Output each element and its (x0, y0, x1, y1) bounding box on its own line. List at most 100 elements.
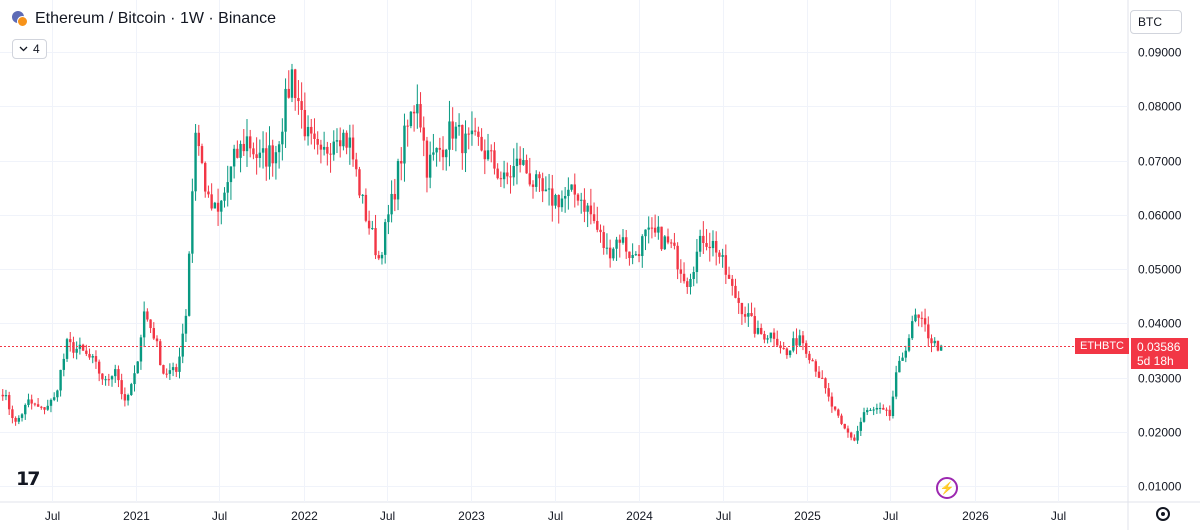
candle (891, 390, 895, 419)
candle (245, 119, 249, 167)
candle (310, 118, 313, 145)
candle (355, 152, 358, 177)
candle (155, 335, 159, 347)
y-tick-label: 0.07000 (1138, 155, 1182, 169)
candle (75, 341, 78, 360)
candle (457, 113, 461, 136)
candle (72, 336, 75, 359)
candle (40, 405, 43, 410)
candle (383, 218, 387, 264)
candle (396, 158, 400, 211)
indicator-count: 4 (33, 42, 40, 56)
candle (711, 230, 715, 257)
lightning-icon[interactable]: ⚡ (936, 477, 958, 499)
candle (33, 402, 37, 407)
candle (750, 302, 753, 317)
candle (345, 130, 348, 155)
y-tick-label: 0.05000 (1138, 263, 1182, 277)
last-price-tag: 0.03586 5d 18h (1131, 338, 1188, 369)
chart-title: Ethereum / Bitcoin · 1W · Binance (35, 10, 276, 27)
chart-header: Ethereum / Bitcoin · 1W · Binance (12, 10, 276, 28)
candle (702, 221, 705, 254)
candle (216, 188, 220, 226)
candle (753, 307, 756, 338)
candle (81, 343, 85, 352)
candle (300, 82, 303, 129)
y-tick-label: 0.08000 (1138, 100, 1182, 114)
candle (849, 431, 853, 441)
candle (480, 128, 483, 152)
candle (226, 165, 229, 207)
candle (840, 413, 843, 426)
candle (612, 247, 615, 261)
candle (435, 147, 438, 167)
candle (416, 84, 419, 129)
candle (287, 70, 290, 99)
candle (570, 184, 573, 192)
bar-countdown: 5d 18h (1137, 354, 1174, 368)
x-tick-label: 2021 (123, 509, 150, 523)
candle (358, 166, 361, 199)
candle (583, 188, 586, 223)
tradingview-logo-icon[interactable]: 17 (16, 468, 40, 490)
candle (36, 397, 40, 407)
candle (512, 148, 515, 186)
candle (647, 216, 650, 244)
candle (869, 408, 872, 412)
candle (152, 322, 155, 340)
candle (531, 180, 535, 199)
candle (592, 202, 596, 224)
candle (763, 330, 766, 344)
candle (338, 127, 342, 158)
candle (322, 131, 326, 156)
candle (740, 302, 744, 325)
candle (830, 392, 834, 413)
gear-icon[interactable] (1156, 507, 1170, 521)
candle (634, 251, 638, 256)
candle (265, 132, 268, 181)
candle (641, 234, 644, 268)
candle (374, 214, 377, 260)
x-tick-label: Jul (716, 509, 731, 523)
candle (833, 406, 837, 412)
candle (425, 136, 429, 193)
candle (804, 340, 808, 358)
candle (313, 118, 316, 150)
price-axis[interactable]: 0.01000 0.02000 0.03000 0.04000 0.05000 0.060… (1138, 46, 1182, 494)
candle (236, 140, 239, 159)
candle (724, 244, 728, 284)
candle (274, 145, 278, 180)
candle (110, 375, 114, 387)
time-axis[interactable]: Jul 2021 Jul 2022 Jul 2023 Jul 2024 Jul 2025 Jul 20… (45, 509, 1066, 523)
x-tick-label: Jul (380, 509, 395, 523)
candle (62, 353, 66, 377)
candle (65, 337, 69, 362)
candle (573, 173, 576, 208)
candle (380, 251, 384, 265)
candle (631, 243, 634, 265)
candle (657, 216, 660, 240)
candle (930, 334, 933, 353)
candle (326, 141, 329, 166)
candle (567, 177, 570, 210)
x-tick-label: 2023 (458, 509, 485, 523)
candle (149, 319, 152, 334)
candle (409, 110, 413, 129)
currency-selector[interactable]: BTC (1130, 10, 1182, 34)
y-tick-label: 0.09000 (1138, 46, 1182, 60)
candle (734, 278, 737, 299)
candle (387, 204, 390, 235)
candle (878, 402, 882, 414)
candle (907, 334, 911, 353)
candle (194, 123, 197, 201)
candle (927, 316, 930, 347)
candle (901, 352, 904, 361)
candle (576, 193, 580, 206)
candle (515, 142, 519, 185)
candle (486, 133, 490, 161)
y-tick-label: 0.03000 (1138, 372, 1182, 386)
candle (605, 233, 609, 255)
indicators-toggle-button[interactable]: 4 (12, 39, 47, 59)
candle (779, 341, 782, 354)
